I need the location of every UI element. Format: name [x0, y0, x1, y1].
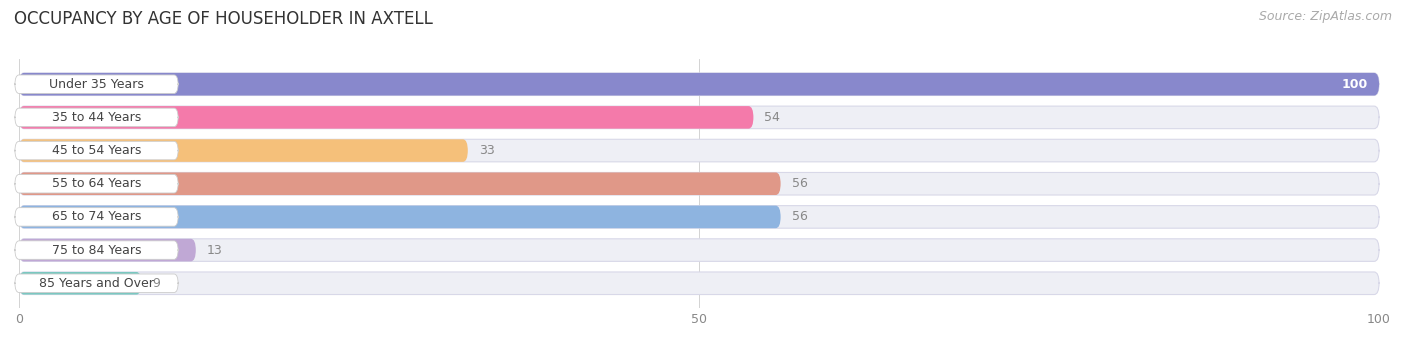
FancyBboxPatch shape	[20, 173, 1379, 195]
Text: 9: 9	[152, 277, 160, 290]
Text: 35 to 44 Years: 35 to 44 Years	[52, 111, 141, 124]
FancyBboxPatch shape	[20, 139, 468, 162]
FancyBboxPatch shape	[15, 75, 179, 93]
Text: 65 to 74 Years: 65 to 74 Years	[52, 210, 141, 223]
Text: Source: ZipAtlas.com: Source: ZipAtlas.com	[1258, 10, 1392, 23]
FancyBboxPatch shape	[20, 239, 1379, 261]
FancyBboxPatch shape	[15, 175, 179, 193]
Text: 56: 56	[792, 177, 807, 190]
Text: 75 to 84 Years: 75 to 84 Years	[52, 243, 141, 256]
Text: 13: 13	[207, 243, 222, 256]
Text: 45 to 54 Years: 45 to 54 Years	[52, 144, 141, 157]
FancyBboxPatch shape	[15, 108, 179, 127]
FancyBboxPatch shape	[15, 274, 179, 293]
FancyBboxPatch shape	[20, 206, 1379, 228]
FancyBboxPatch shape	[20, 73, 1379, 95]
FancyBboxPatch shape	[20, 239, 195, 261]
FancyBboxPatch shape	[20, 73, 1379, 95]
Text: 54: 54	[765, 111, 780, 124]
Text: Under 35 Years: Under 35 Years	[49, 78, 143, 91]
Text: 85 Years and Over: 85 Years and Over	[39, 277, 155, 290]
FancyBboxPatch shape	[20, 173, 780, 195]
FancyBboxPatch shape	[20, 272, 1379, 295]
FancyBboxPatch shape	[15, 241, 179, 260]
Text: 100: 100	[1341, 78, 1368, 91]
Text: OCCUPANCY BY AGE OF HOUSEHOLDER IN AXTELL: OCCUPANCY BY AGE OF HOUSEHOLDER IN AXTEL…	[14, 10, 433, 28]
FancyBboxPatch shape	[15, 141, 179, 160]
Text: 55 to 64 Years: 55 to 64 Years	[52, 177, 141, 190]
FancyBboxPatch shape	[20, 139, 1379, 162]
FancyBboxPatch shape	[15, 208, 179, 226]
FancyBboxPatch shape	[20, 106, 1379, 129]
FancyBboxPatch shape	[20, 206, 780, 228]
Text: 33: 33	[478, 144, 495, 157]
FancyBboxPatch shape	[20, 272, 142, 295]
FancyBboxPatch shape	[20, 106, 754, 129]
Text: 56: 56	[792, 210, 807, 223]
